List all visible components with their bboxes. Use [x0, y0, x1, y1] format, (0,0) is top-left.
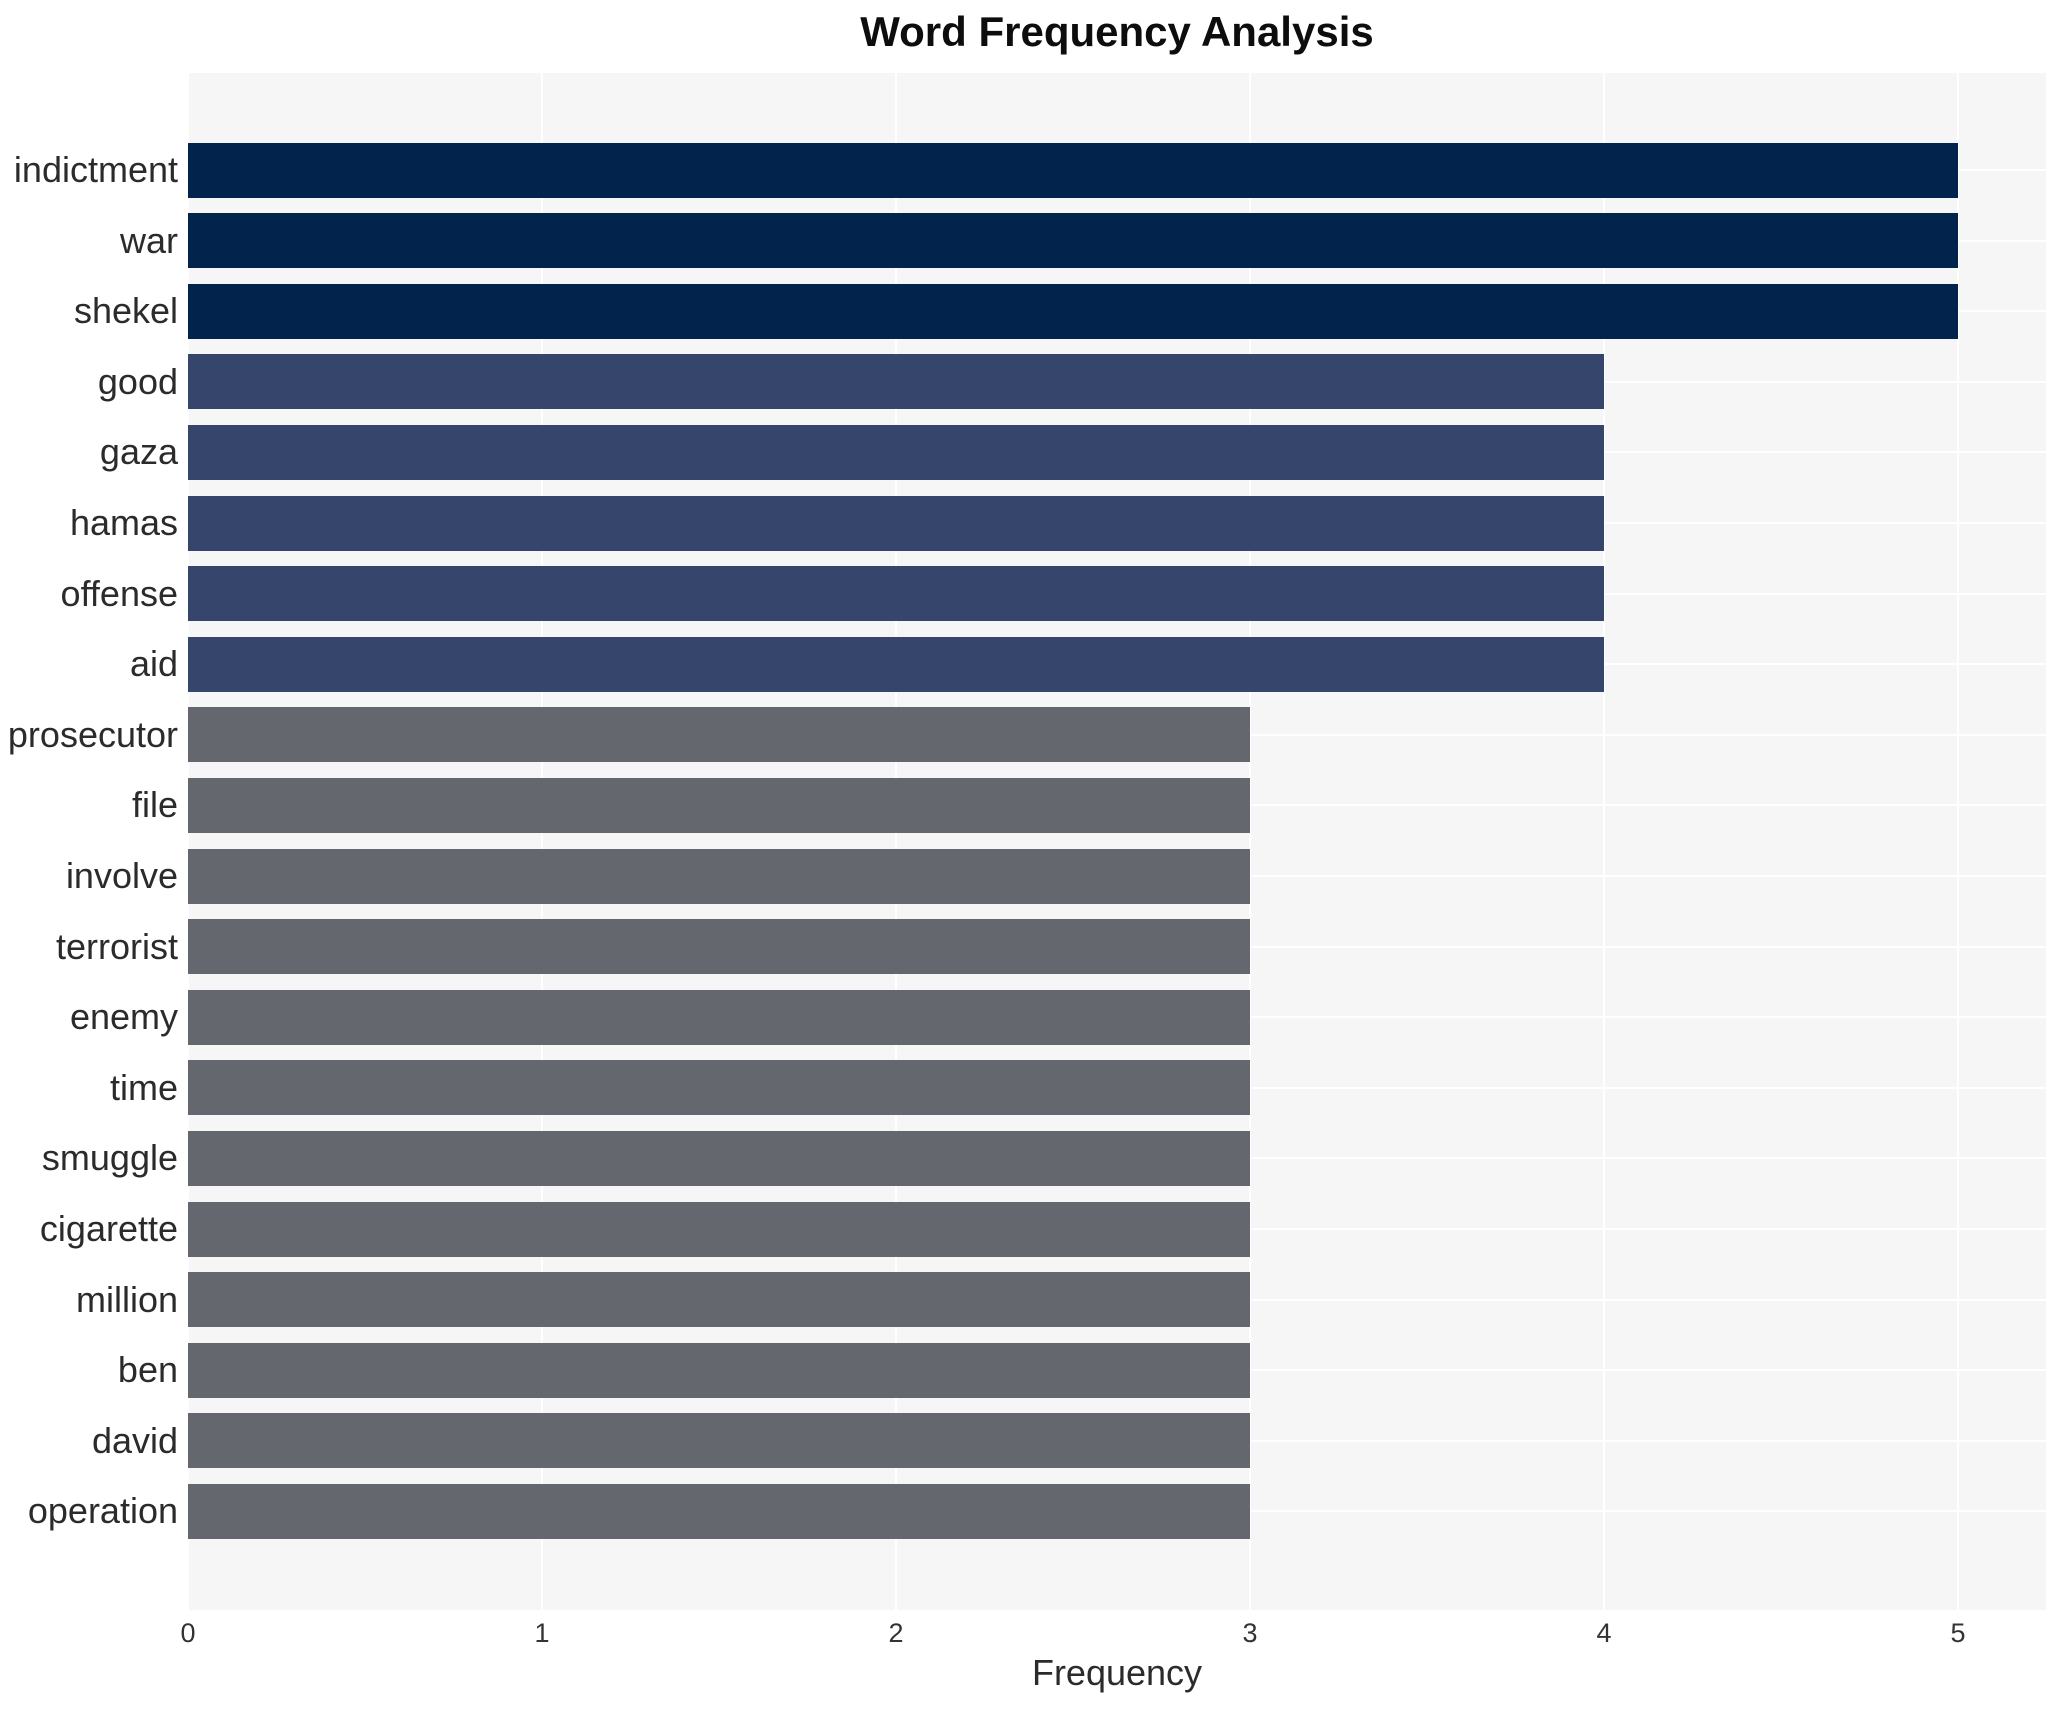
x-tick-label: 5 — [1950, 1618, 1966, 1648]
bar-involve — [188, 849, 1250, 904]
y-label-war: war — [119, 220, 178, 261]
x-gridline — [541, 73, 543, 1610]
bar-ben — [188, 1343, 1250, 1398]
bar-cigarette — [188, 1202, 1250, 1257]
x-axis-label: Frequency — [1031, 1652, 1203, 1693]
bar-shekel — [188, 284, 1958, 339]
x-gridline — [895, 73, 897, 1610]
bar-david — [188, 1413, 1250, 1468]
x-tick-label: 1 — [534, 1618, 550, 1648]
y-label-shekel: shekel — [73, 290, 178, 331]
plot-area — [187, 73, 2046, 1610]
bar-gaza — [188, 425, 1604, 480]
bar-file — [188, 778, 1250, 833]
bar-operation — [188, 1484, 1250, 1539]
x-gridline — [1957, 73, 1959, 1610]
bar-offense — [188, 566, 1604, 621]
x-gridline — [1603, 73, 1605, 1610]
y-label-operation: operation — [27, 1490, 178, 1531]
x-tick-label: 4 — [1596, 1618, 1612, 1648]
y-label-offense: offense — [60, 573, 178, 614]
y-label-aid: aid — [129, 643, 178, 684]
x-tick-label: 2 — [888, 1618, 904, 1648]
y-label-hamas: hamas — [69, 502, 178, 543]
bar-indictment — [188, 143, 1958, 198]
bar-hamas — [188, 496, 1604, 551]
y-label-cigarette: cigarette — [39, 1208, 178, 1249]
y-label-million: million — [75, 1279, 178, 1320]
y-label-file: file — [131, 784, 178, 825]
bar-enemy — [188, 990, 1250, 1045]
y-label-terrorist: terrorist — [55, 926, 178, 967]
bar-aid — [188, 637, 1604, 692]
y-label-smuggle: smuggle — [41, 1137, 178, 1178]
x-tick-label: 0 — [180, 1618, 196, 1648]
y-label-involve: involve — [65, 855, 178, 896]
x-gridline — [1249, 73, 1251, 1610]
y-label-good: good — [97, 361, 178, 402]
bar-war — [188, 213, 1958, 268]
y-label-time: time — [109, 1067, 178, 1108]
bar-time — [188, 1060, 1250, 1115]
x-tick-label: 3 — [1242, 1618, 1258, 1648]
bar-good — [188, 354, 1604, 409]
y-label-enemy: enemy — [69, 996, 178, 1037]
bar-terrorist — [188, 919, 1250, 974]
y-label-david: david — [91, 1420, 178, 1461]
y-label-prosecutor: prosecutor — [7, 714, 178, 755]
bar-prosecutor — [188, 707, 1250, 762]
y-label-gaza: gaza — [99, 431, 178, 472]
y-label-ben: ben — [117, 1349, 178, 1390]
x-gridline — [187, 73, 189, 1610]
y-label-indictment: indictment — [13, 149, 178, 190]
chart-title: Word Frequency Analysis — [860, 8, 1374, 55]
bar-smuggle — [188, 1131, 1250, 1186]
bar-million — [188, 1272, 1250, 1327]
